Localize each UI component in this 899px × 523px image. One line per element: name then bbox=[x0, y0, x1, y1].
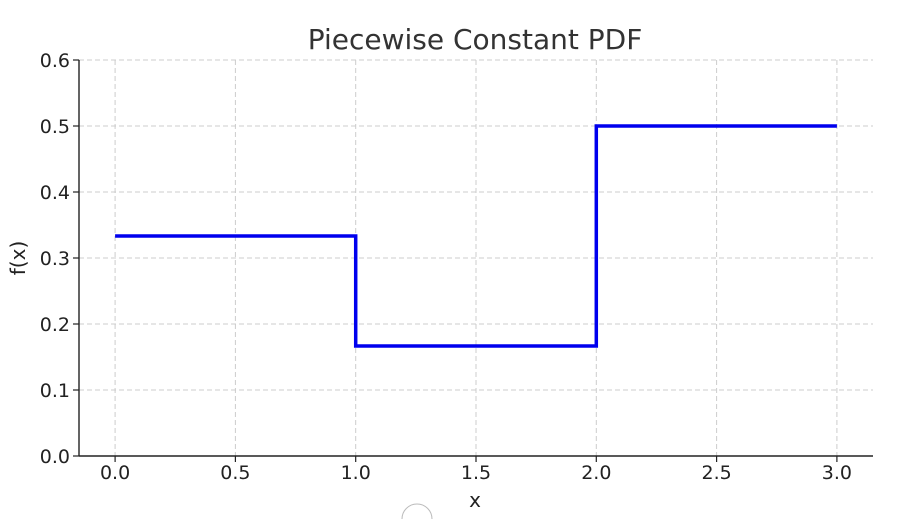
y-axis-label: f(x) bbox=[6, 241, 30, 275]
x-tick-label: 0.5 bbox=[220, 462, 250, 484]
y-tick-label: 0.3 bbox=[40, 248, 70, 270]
y-tick-label: 0.5 bbox=[40, 116, 70, 138]
y-tick-label: 0.6 bbox=[40, 50, 70, 72]
tick-labels: 0.0 0.5 1.0 1.5 2.0 2.5 3.0 0.0 0.1 0.2 0.3 0.4 0.5 0… bbox=[40, 50, 852, 484]
y-tick-label: 0.1 bbox=[40, 380, 70, 402]
series-layer bbox=[115, 124, 837, 348]
grid bbox=[79, 59, 873, 456]
y-tick-label: 0.2 bbox=[40, 314, 70, 336]
x-tick-label: 0.0 bbox=[100, 462, 130, 484]
x-tick-label: 1.5 bbox=[461, 462, 491, 484]
x-tick-label: 3.0 bbox=[822, 462, 852, 484]
x-tick-label: 2.5 bbox=[701, 462, 731, 484]
x-tick-label: 1.0 bbox=[341, 462, 371, 484]
x-tick-label: 2.0 bbox=[581, 462, 611, 484]
x-axis-label: x bbox=[469, 488, 481, 512]
cropped-circle-mark bbox=[401, 503, 433, 520]
axes bbox=[73, 59, 873, 462]
pdf-series-line bbox=[115, 124, 837, 348]
y-tick-label: 0.0 bbox=[40, 446, 70, 468]
y-tick-label: 0.4 bbox=[40, 182, 70, 204]
chart-title: Piecewise Constant PDF bbox=[308, 23, 643, 56]
